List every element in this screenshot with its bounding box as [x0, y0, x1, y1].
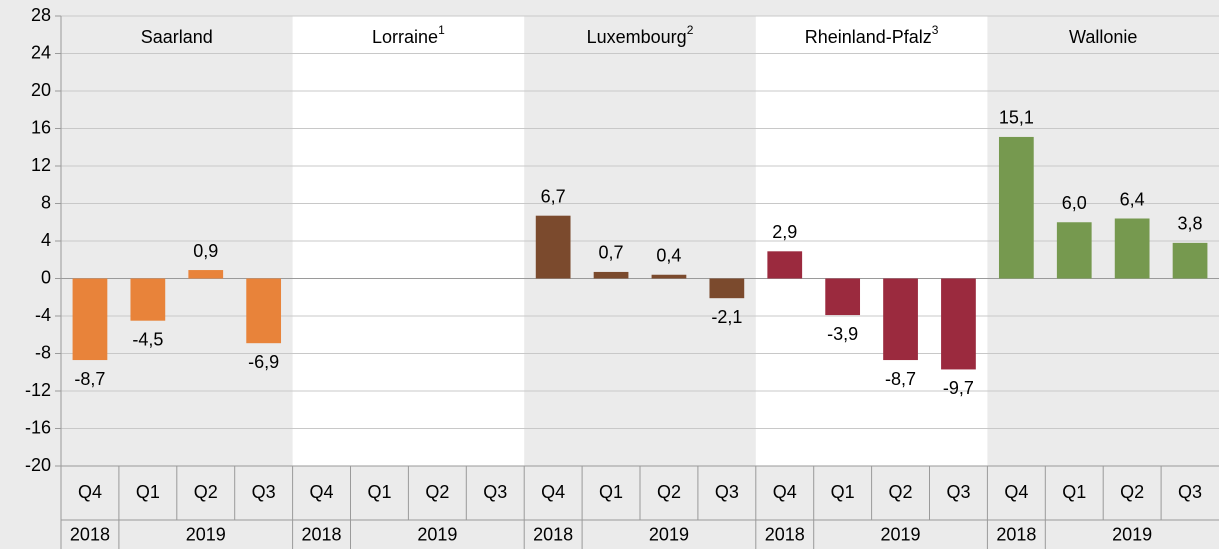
- x-tick-label: Q3: [946, 482, 970, 502]
- x-tick-label: Q4: [310, 482, 334, 502]
- year-label: 2019: [649, 524, 689, 544]
- x-tick-label: Q1: [136, 482, 160, 502]
- group-name: Rheinland-Pfalz: [805, 27, 932, 47]
- group-title: Rheinland-Pfalz3: [805, 23, 939, 47]
- y-tick-label: 4: [41, 230, 51, 250]
- x-tick-label: Q4: [541, 482, 565, 502]
- x-tick-label: Q1: [599, 482, 623, 502]
- year-label: 2018: [70, 524, 110, 544]
- year-label: 2019: [186, 524, 226, 544]
- y-tick-label: 16: [31, 117, 51, 137]
- x-tick-label: Q3: [252, 482, 276, 502]
- x-tick-label: Q4: [773, 482, 797, 502]
- value-label: 6,7: [541, 186, 566, 206]
- bar: [1056, 222, 1092, 279]
- group-title: Lorraine1: [372, 23, 445, 47]
- group-name: Saarland: [141, 27, 213, 47]
- value-label: 0,9: [193, 241, 218, 261]
- bar: [767, 251, 803, 279]
- value-label: 15,1: [999, 108, 1034, 128]
- group-title: Saarland: [141, 27, 213, 47]
- y-tick-label: -8: [35, 342, 51, 362]
- value-label: -8,7: [74, 369, 105, 389]
- x-tick-label: Q1: [367, 482, 391, 502]
- bar: [130, 278, 166, 321]
- x-tick-label: Q2: [1120, 482, 1144, 502]
- x-tick-label: Q3: [1178, 482, 1202, 502]
- bar: [709, 278, 745, 299]
- x-tick-label: Q1: [831, 482, 855, 502]
- bar: [825, 278, 861, 316]
- year-label: 2018: [996, 524, 1036, 544]
- y-tick-label: 20: [31, 80, 51, 100]
- y-tick-label: -16: [25, 417, 51, 437]
- value-label: 6,0: [1062, 193, 1087, 213]
- group-title: Luxembourg2: [587, 23, 694, 47]
- value-label: 0,7: [599, 243, 624, 263]
- group-footnote: 2: [687, 23, 694, 37]
- y-tick-label: -20: [25, 455, 51, 475]
- x-tick-label: Q2: [425, 482, 449, 502]
- y-tick-label: -12: [25, 380, 51, 400]
- bar: [883, 278, 918, 361]
- year-label: 2019: [1112, 524, 1152, 544]
- x-tick-label: Q3: [483, 482, 507, 502]
- value-label: -8,7: [885, 369, 916, 389]
- group-name: Wallonie: [1069, 27, 1137, 47]
- value-label: 6,4: [1120, 189, 1145, 209]
- group-title: Wallonie: [1069, 27, 1137, 47]
- bar: [246, 278, 282, 344]
- bar: [941, 278, 976, 370]
- value-label: 3,8: [1178, 214, 1203, 234]
- bar: [535, 215, 571, 279]
- year-label: 2018: [302, 524, 342, 544]
- x-tick-label: Q4: [1004, 482, 1028, 502]
- y-tick-label: 24: [31, 42, 51, 62]
- group-name: Luxembourg: [587, 27, 687, 47]
- x-tick-label: Q1: [1062, 482, 1086, 502]
- y-tick-label: -4: [35, 305, 51, 325]
- y-tick-label: 8: [41, 192, 51, 212]
- y-tick-label: 0: [41, 267, 51, 287]
- y-tick-label: 28: [31, 5, 51, 25]
- x-tick-label: Q3: [715, 482, 739, 502]
- bar: [1114, 218, 1150, 279]
- year-label: 2018: [765, 524, 805, 544]
- bar: [72, 278, 108, 361]
- bar: [1172, 242, 1208, 279]
- group-footnote: 1: [438, 23, 445, 37]
- value-label: 0,4: [656, 246, 681, 266]
- value-label: -6,9: [248, 352, 279, 372]
- value-label: 2,9: [772, 222, 797, 242]
- x-tick-label: Q4: [78, 482, 102, 502]
- value-label: -9,7: [943, 378, 974, 398]
- year-label: 2019: [881, 524, 921, 544]
- value-label: -2,1: [711, 307, 742, 327]
- group-name: Lorraine: [372, 27, 438, 47]
- year-label: 2019: [417, 524, 457, 544]
- x-tick-label: Q2: [657, 482, 681, 502]
- value-label: -4,5: [132, 329, 163, 349]
- y-tick-label: 12: [31, 155, 51, 175]
- bar: [651, 274, 687, 279]
- x-tick-label: Q2: [194, 482, 218, 502]
- year-label: 2018: [533, 524, 573, 544]
- value-label: -3,9: [827, 324, 858, 344]
- bar: [593, 271, 629, 279]
- group-footnote: 3: [932, 23, 939, 37]
- bar: [998, 136, 1034, 279]
- x-tick-label: Q2: [889, 482, 913, 502]
- bar: [188, 270, 224, 279]
